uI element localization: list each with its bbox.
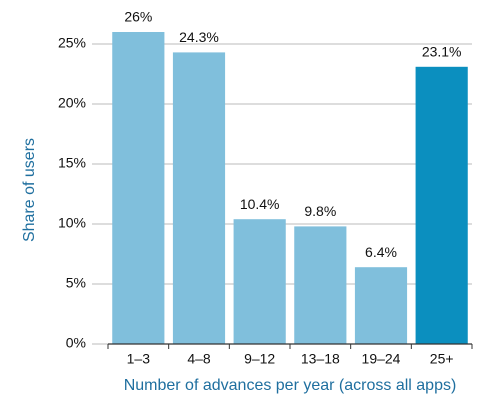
bar (172, 52, 226, 345)
value-label: 24.3% (179, 29, 219, 45)
bar (294, 226, 347, 344)
value-label: 26% (124, 9, 152, 25)
value-label: 6.4% (365, 244, 397, 260)
bar (415, 66, 468, 345)
y-tick-label: 25% (58, 35, 86, 51)
x-tick-label: 9–12 (244, 351, 275, 367)
value-label: 9.8% (304, 203, 336, 219)
value-label: 10.4% (240, 196, 280, 212)
x-tick-label: 1–3 (127, 351, 151, 367)
value-label: 23.1% (422, 44, 462, 60)
x-tick-label: 19–24 (362, 351, 401, 367)
bar (112, 32, 165, 344)
y-tick-label: 15% (58, 155, 86, 171)
y-tick-label: 5% (66, 275, 86, 291)
y-tick-label: 20% (58, 95, 86, 111)
x-tick-label: 13–18 (301, 351, 340, 367)
y-tick-label: 0% (66, 335, 86, 351)
y-axis-label: Share of users (21, 138, 38, 242)
bar (233, 219, 286, 344)
y-tick-label: 10% (58, 215, 86, 231)
x-tick-label: 4–8 (187, 351, 211, 367)
x-tick-label: 25+ (430, 351, 454, 367)
bar (354, 267, 408, 344)
x-axis-label: Number of advances per year (across all … (124, 377, 457, 394)
